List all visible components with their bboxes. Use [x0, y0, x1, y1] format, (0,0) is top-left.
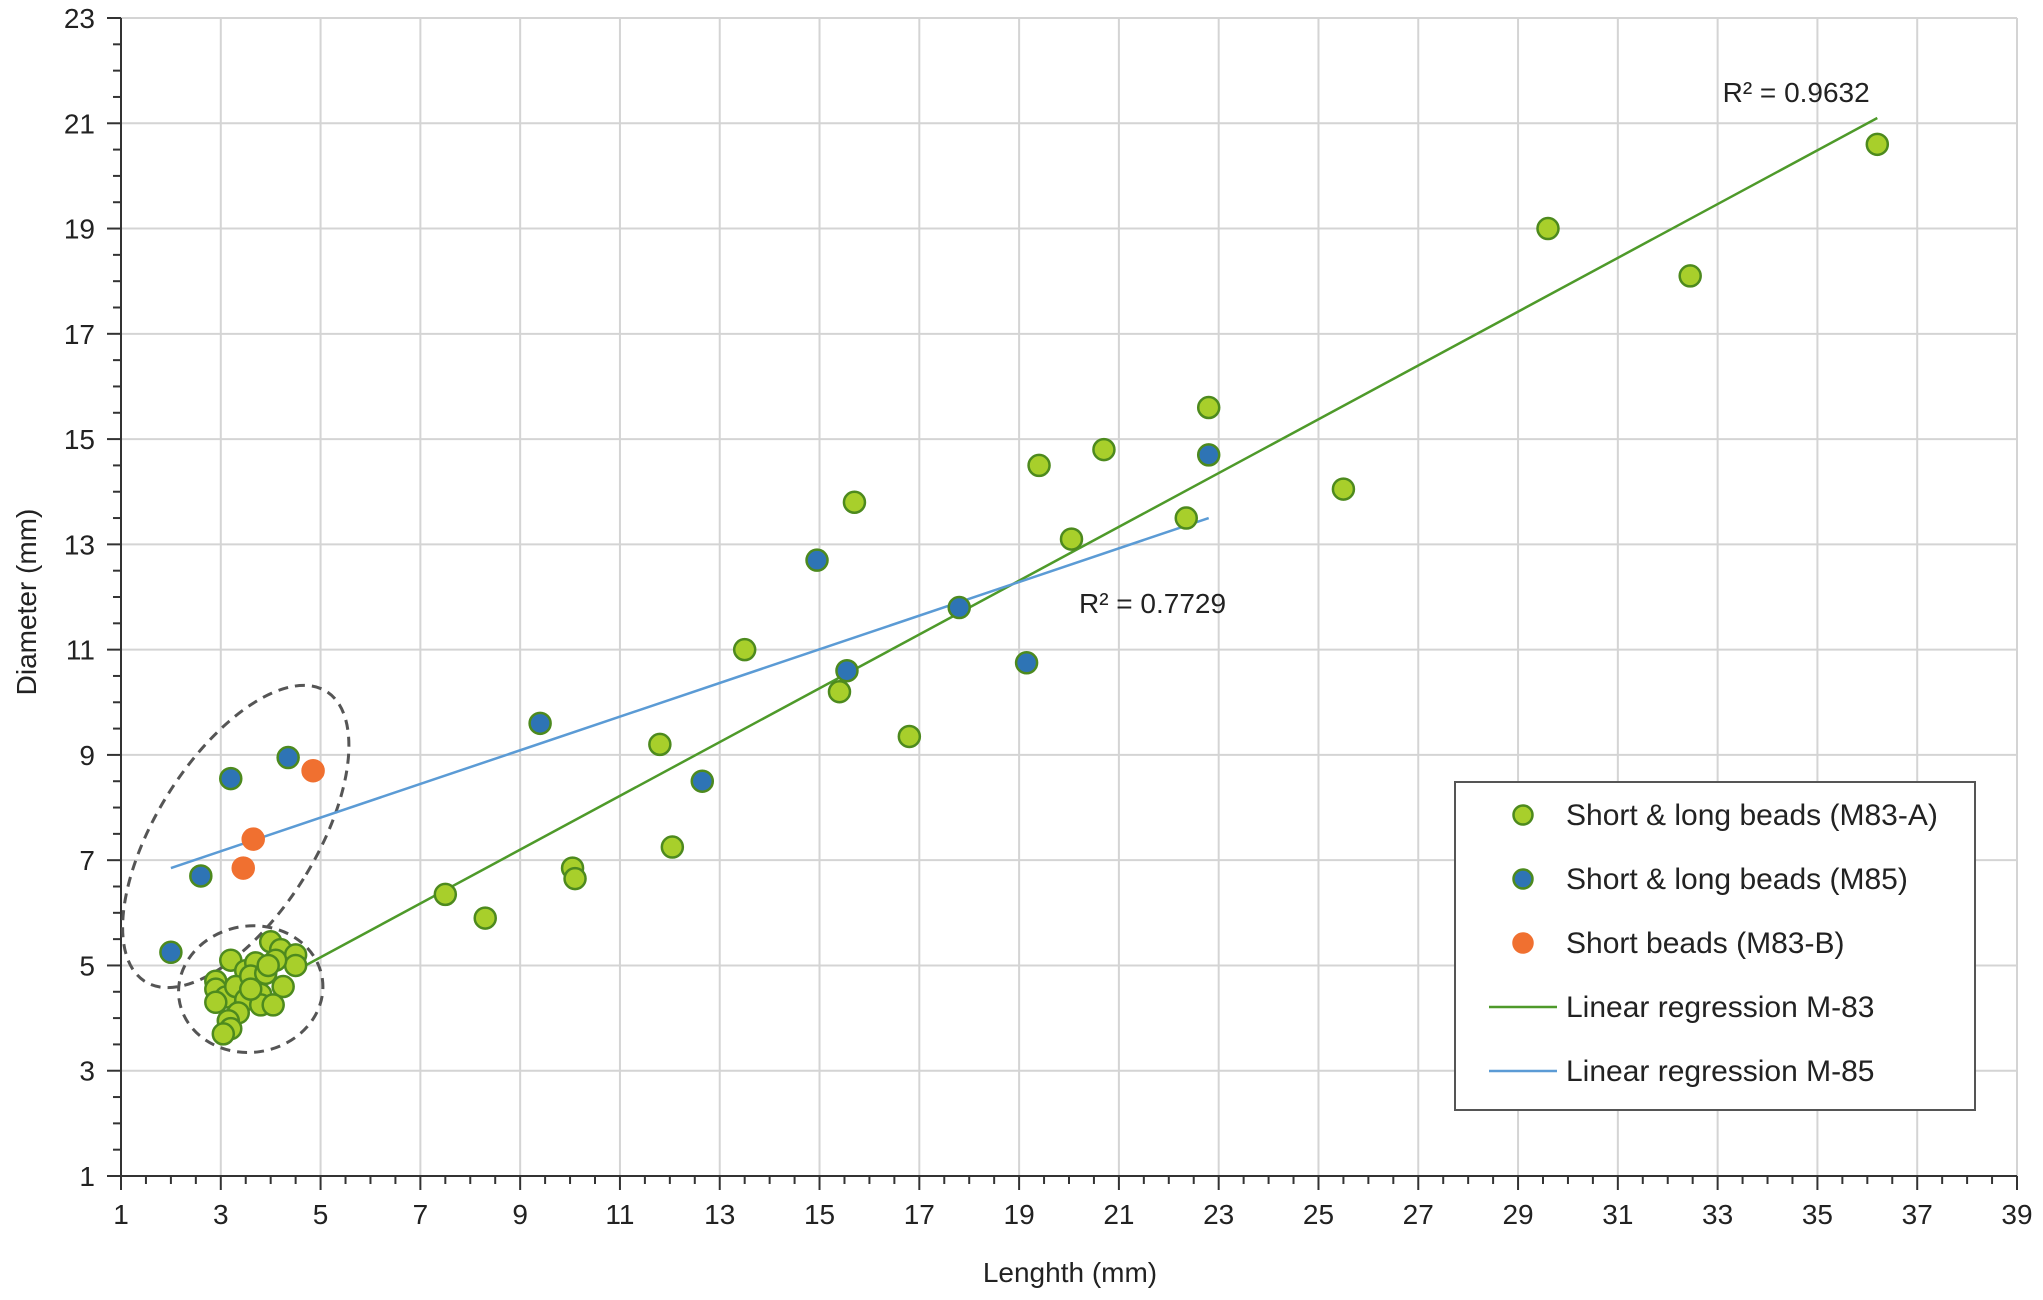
data-point	[189, 864, 213, 888]
data-point	[842, 490, 867, 515]
x-tick-label: 29	[1502, 1199, 1533, 1230]
x-tick-label: 9	[512, 1199, 528, 1230]
data-point	[563, 866, 587, 891]
x-tick-label: 39	[2001, 1199, 2032, 1230]
y-tick-label: 23	[64, 3, 95, 34]
cluster-ellipse	[121, 683, 351, 990]
regression-line	[295, 116, 1878, 972]
data-point	[1536, 216, 1560, 241]
legend-entry-label: Short & long beads (M83-A)	[1566, 799, 1938, 832]
x-tick-label: 13	[704, 1199, 735, 1230]
r-squared-annotations: R² = 0.9632 R² = 0.7729	[1079, 77, 1870, 619]
data-point	[827, 679, 852, 704]
data-point	[1059, 527, 1084, 551]
data-point	[1196, 443, 1221, 467]
legend: Short & long beads (M83-A) Short & long b…	[1454, 781, 1976, 1111]
cluster-outlines	[121, 683, 351, 1054]
data-point	[283, 953, 308, 978]
y-tick-label: 7	[79, 845, 95, 876]
data-point	[1865, 132, 1890, 157]
legend-entry-label: Short & long beads (M85)	[1566, 863, 1908, 896]
x-tick-label: 21	[1103, 1199, 1134, 1230]
data-point	[261, 993, 285, 1017]
legend-marker	[1512, 868, 1534, 890]
data-point	[835, 658, 859, 683]
legend-marker	[1512, 804, 1534, 826]
data-point	[204, 990, 228, 1015]
data-point	[660, 835, 685, 859]
data-point	[231, 856, 255, 880]
y-tick-label: 11	[66, 635, 95, 666]
y-tick-label: 17	[64, 319, 95, 350]
data-point	[256, 953, 280, 978]
data-point	[1014, 651, 1039, 675]
x-tick-label: 3	[213, 1199, 229, 1230]
x-tick-label: 19	[1004, 1199, 1035, 1230]
data-point	[473, 906, 497, 930]
data-point	[271, 974, 295, 999]
data-point	[1196, 395, 1221, 420]
x-tick-label: 7	[413, 1199, 429, 1230]
r-squared-label: R² = 0.9632	[1723, 77, 1870, 108]
y-tick-label: 15	[64, 424, 95, 455]
data-point	[159, 940, 183, 965]
data-point	[1678, 264, 1702, 288]
y-tick-label: 3	[79, 1056, 95, 1087]
axes: 1 3 5 7 9 11 13 15 17 19 21 23 25 27 29 31 33 35 37 3913579…	[64, 3, 2033, 1230]
data-point	[528, 711, 552, 736]
legend-entry-label: Linear regression M-85	[1566, 1055, 1874, 1088]
x-tick-label: 35	[1802, 1199, 1833, 1230]
data-point	[1331, 477, 1356, 501]
regression-lines	[170, 116, 1878, 972]
data-point	[433, 882, 458, 907]
y-tick-label: 21	[64, 108, 95, 139]
x-axis-label: Lenghth (mm)	[983, 1257, 1157, 1288]
y-tick-label: 9	[79, 740, 95, 771]
y-tick-label: 19	[64, 214, 95, 245]
data-point	[276, 745, 300, 770]
data-point	[238, 977, 263, 1001]
legend-box	[1454, 781, 1976, 1111]
legend-entry-label: Short beads (M83-B)	[1566, 927, 1844, 960]
x-tick-label: 17	[904, 1199, 935, 1230]
y-tick-label: 13	[64, 529, 95, 560]
cluster-ellipse	[177, 924, 325, 1054]
x-tick-label: 15	[804, 1199, 835, 1230]
x-tick-label: 5	[313, 1199, 329, 1230]
data-point	[805, 548, 829, 572]
x-tick-label: 31	[1602, 1199, 1633, 1230]
y-tick-label: 5	[79, 950, 95, 981]
data-point	[301, 758, 325, 783]
x-tick-label: 11	[605, 1199, 634, 1230]
data-point	[1092, 437, 1116, 462]
data-points	[159, 132, 1890, 1046]
legend-entry-label: Linear regression M-83	[1566, 991, 1874, 1024]
x-tick-label: 1	[113, 1199, 129, 1230]
x-tick-label: 33	[1702, 1199, 1733, 1230]
data-point	[947, 595, 971, 620]
data-point	[1174, 506, 1199, 530]
data-point	[211, 1022, 236, 1046]
legend-marker	[1512, 932, 1534, 954]
data-point	[1027, 453, 1051, 478]
data-point	[732, 637, 757, 662]
data-point	[241, 827, 265, 851]
data-point	[648, 732, 672, 757]
y-tick-label: 1	[79, 1161, 95, 1192]
x-tick-label: 27	[1403, 1199, 1434, 1230]
x-tick-label: 25	[1303, 1199, 1334, 1230]
data-point	[219, 766, 243, 791]
r-squared-label: R² = 0.7729	[1079, 588, 1226, 619]
data-point	[690, 769, 715, 793]
x-tick-label: 37	[1902, 1199, 1933, 1230]
y-axis-label: Diameter (mm)	[11, 509, 42, 696]
x-tick-label: 23	[1203, 1199, 1234, 1230]
regression-line	[170, 516, 1210, 870]
data-point	[897, 724, 922, 749]
